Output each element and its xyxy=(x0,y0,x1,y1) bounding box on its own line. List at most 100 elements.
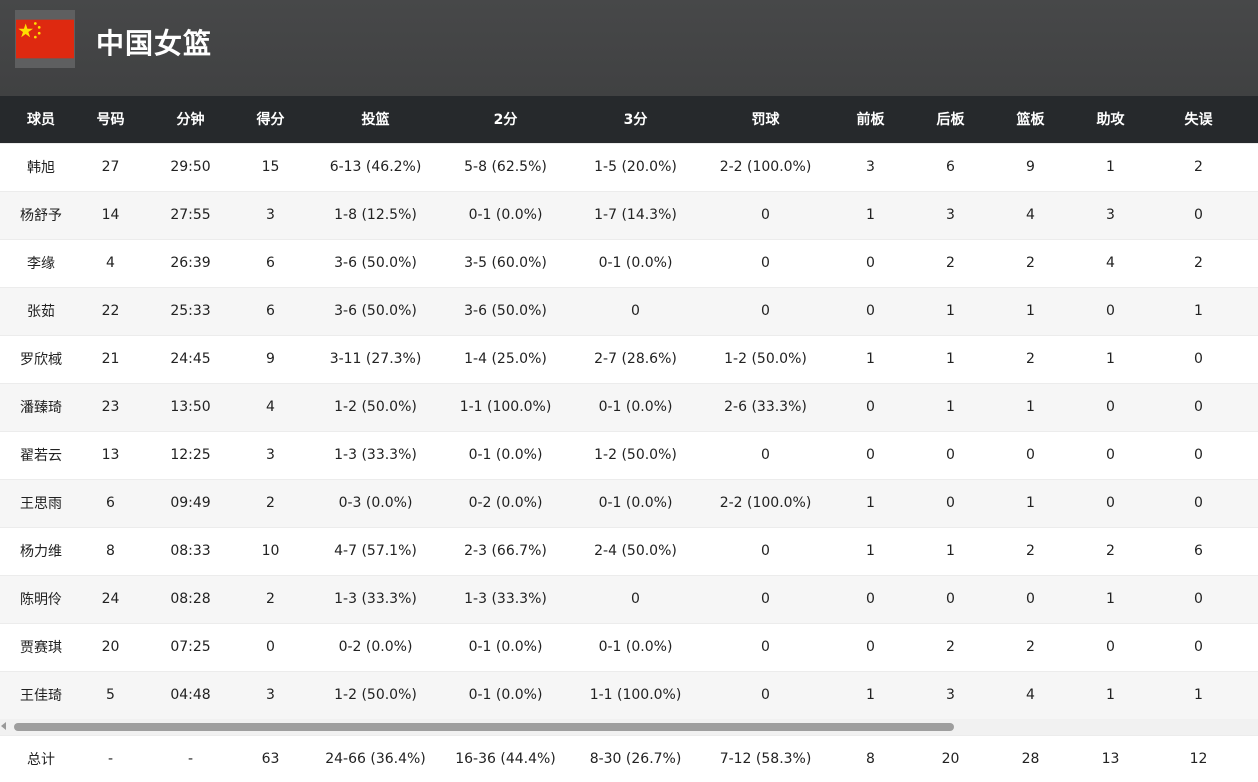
table-row[interactable]: 张茹 22 25:33 6 3-6 (50.0%) 3-6 (50.0%) 0 0 0 1 1 0 1 xyxy=(0,286,1258,335)
stat-cell: 0 xyxy=(712,190,819,239)
stat-cell: 1 xyxy=(979,478,1082,527)
stat-cell: 0-1 (0.0%) xyxy=(452,622,559,671)
table-header-row: 球员 号码 分钟 得分 投篮 2分 3分 罚球 前板 后板 篮板 助攻 失误 xyxy=(0,96,1258,143)
stat-cell: 0 xyxy=(819,430,922,479)
column-header[interactable]: 后板 xyxy=(936,112,965,129)
stat-cell: 1 xyxy=(819,190,922,239)
player-name[interactable]: 罗欣棫 xyxy=(0,334,82,383)
totals-cell: - xyxy=(139,735,242,782)
stat-cell: 0 xyxy=(819,574,922,623)
stat-cell: 2 xyxy=(1082,526,1139,575)
stat-cell: 12:25 xyxy=(139,430,242,479)
column-header[interactable]: 球员 xyxy=(27,112,55,129)
stat-cell: 0-1 (0.0%) xyxy=(559,622,712,671)
player-name[interactable]: 王佳琦 xyxy=(0,670,82,719)
stat-cell: 1 xyxy=(922,526,979,575)
stat-cell: 10 xyxy=(242,526,299,575)
stat-cell: 07:25 xyxy=(139,622,242,671)
player-name[interactable]: 王思雨 xyxy=(0,478,82,527)
stat-cell: 6-13 (46.2%) xyxy=(299,142,452,191)
column-header[interactable]: 号码 xyxy=(96,112,125,129)
stat-cell: 2-4 (50.0%) xyxy=(559,526,712,575)
table-row[interactable]: 李缘 4 26:39 6 3-6 (50.0%) 3-5 (60.0%) 0-1 (0.0%… xyxy=(0,238,1258,287)
stat-cell: 4 xyxy=(82,238,139,287)
stat-cell: 8 xyxy=(82,526,139,575)
stat-cell: 1 xyxy=(1139,286,1258,335)
stat-cell: 0 xyxy=(819,622,922,671)
scrollbar-thumb[interactable] xyxy=(14,723,954,731)
stat-cell: 0 xyxy=(979,574,1082,623)
stat-cell: 0 xyxy=(712,574,819,623)
stat-cell: 2 xyxy=(1139,238,1258,287)
china-flag-icon xyxy=(16,19,74,59)
stat-cell: 0 xyxy=(922,430,979,479)
stat-cell: 1 xyxy=(922,382,979,431)
stat-cell: 1-3 (33.3%) xyxy=(452,574,559,623)
table-row[interactable]: 陈明伶 24 08:28 2 1-3 (33.3%) 1-3 (33.3%) 0 0 0 0 0 1 0 xyxy=(0,574,1258,623)
table-row[interactable]: 翟若云 13 12:25 3 1-3 (33.3%) 0-1 (0.0%) 1-2 (50.… xyxy=(0,430,1258,479)
stat-cell: 0 xyxy=(819,382,922,431)
column-header[interactable]: 得分 xyxy=(256,112,285,129)
column-header[interactable]: 前板 xyxy=(856,112,885,129)
table-row[interactable]: 杨力维 8 08:33 10 4-7 (57.1%) 2-3 (66.7%) 2-4 (50… xyxy=(0,526,1258,575)
scroll-left-arrow-icon[interactable] xyxy=(1,722,6,730)
player-name[interactable]: 李缘 xyxy=(0,238,82,287)
stat-cell: 0-1 (0.0%) xyxy=(452,430,559,479)
player-name[interactable]: 潘臻琦 xyxy=(0,382,82,431)
stat-cell: 1-2 (50.0%) xyxy=(559,430,712,479)
totals-cell: 63 xyxy=(242,735,299,782)
table-row[interactable]: 王思雨 6 09:49 2 0-3 (0.0%) 0-2 (0.0%) 0-1 (0.0%)… xyxy=(0,478,1258,527)
table-row[interactable]: 潘臻琦 23 13:50 4 1-2 (50.0%) 1-1 (100.0%) 0-1 (0… xyxy=(0,382,1258,431)
column-header[interactable]: 3分 xyxy=(623,112,648,129)
player-name[interactable]: 杨力维 xyxy=(0,526,82,575)
stat-cell: 1-5 (20.0%) xyxy=(559,142,712,191)
stat-cell: 0-2 (0.0%) xyxy=(299,622,452,671)
column-header[interactable]: 篮板 xyxy=(1016,112,1045,129)
player-name[interactable]: 贾赛琪 xyxy=(0,622,82,671)
stat-cell: 13 xyxy=(82,430,139,479)
totals-table: 总计 - -63 24-66 (36.4%) 16-36 (44.4%) 8-30 (26… xyxy=(0,735,1258,782)
stat-cell: 2 xyxy=(242,478,299,527)
stat-cell: 2-7 (28.6%) xyxy=(559,334,712,383)
stat-cell: 25:33 xyxy=(139,286,242,335)
stat-cell: 1-1 (100.0%) xyxy=(559,670,712,719)
stat-cell: 2 xyxy=(1139,142,1258,191)
column-header[interactable]: 2分 xyxy=(493,112,518,129)
stat-cell: 08:33 xyxy=(139,526,242,575)
table-row[interactable]: 杨舒予 14 27:55 3 1-8 (12.5%) 0-1 (0.0%) 1-7 (14.… xyxy=(0,190,1258,239)
stat-cell: 1-1 (100.0%) xyxy=(452,382,559,431)
player-name[interactable]: 杨舒予 xyxy=(0,190,82,239)
player-name[interactable]: 韩旭 xyxy=(0,142,82,191)
stat-cell: 0-1 (0.0%) xyxy=(559,478,712,527)
stat-cell: 1-7 (14.3%) xyxy=(559,190,712,239)
stat-cell: 6 xyxy=(82,478,139,527)
stat-cell: 0-1 (0.0%) xyxy=(452,670,559,719)
stat-cell: 9 xyxy=(242,334,299,383)
stat-cell: 6 xyxy=(242,238,299,287)
column-header[interactable]: 分钟 xyxy=(176,112,205,129)
stat-cell: 2 xyxy=(979,334,1082,383)
stat-cell: 24 xyxy=(82,574,139,623)
table-row[interactable]: 韩旭 27 29:50 15 6-13 (46.2%) 5-8 (62.5%) 1-5 (2… xyxy=(0,142,1258,191)
stat-cell: 1 xyxy=(1139,670,1258,719)
column-header[interactable]: 助攻 xyxy=(1096,112,1125,129)
horizontal-scrollbar[interactable] xyxy=(0,719,1258,735)
player-name[interactable]: 陈明伶 xyxy=(0,574,82,623)
column-header[interactable]: 罚球 xyxy=(751,112,780,129)
table-row[interactable]: 贾赛琪 20 07:25 0 0-2 (0.0%) 0-1 (0.0%) 0-1 (0.0%… xyxy=(0,622,1258,671)
player-name[interactable]: 翟若云 xyxy=(0,430,82,479)
column-header[interactable]: 失误 xyxy=(1184,112,1213,129)
stat-cell: 4 xyxy=(979,670,1082,719)
stat-cell: 3-6 (50.0%) xyxy=(452,286,559,335)
stat-cell: 27 xyxy=(82,142,139,191)
player-name[interactable]: 张茹 xyxy=(0,286,82,335)
stat-cell: 1-3 (33.3%) xyxy=(299,574,452,623)
table-row[interactable]: 王佳琦 5 04:48 3 1-2 (50.0%) 0-1 (0.0%) 1-1 (100.… xyxy=(0,670,1258,719)
stat-cell: 0 xyxy=(1139,382,1258,431)
stat-cell: 6 xyxy=(1139,526,1258,575)
totals-cell: 13 xyxy=(1082,735,1139,782)
column-header[interactable]: 投篮 xyxy=(361,112,390,129)
stat-cell: 0 xyxy=(819,238,922,287)
team-name: 中国女篮 xyxy=(96,27,213,60)
table-row[interactable]: 罗欣棫 21 24:45 9 3-11 (27.3%) 1-4 (25.0%) 2-7 (2… xyxy=(0,334,1258,383)
